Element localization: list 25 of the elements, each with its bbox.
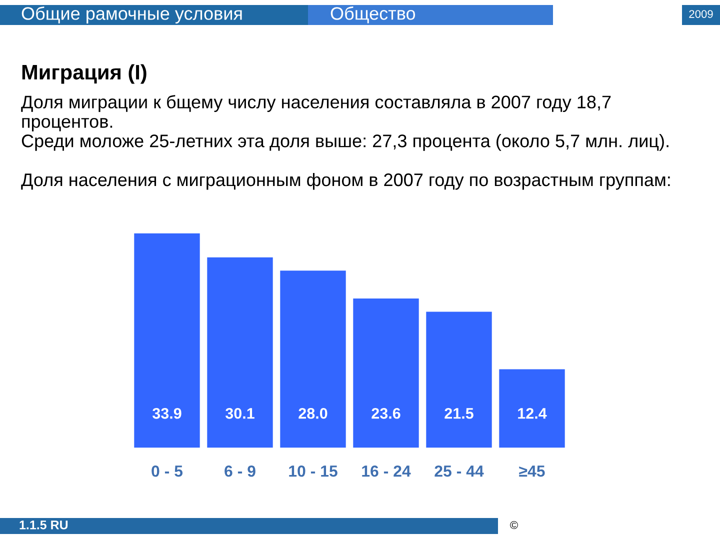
x-tick-label: 6 - 9	[224, 465, 256, 477]
text: 1.1.5 RU	[20, 520, 68, 530]
x-tick-label: ≥45	[519, 466, 545, 477]
data-label: 33.9	[152, 408, 182, 419]
bar	[280, 270, 346, 448]
text: 2009	[689, 10, 713, 18]
bar	[426, 312, 492, 448]
text: Доля миграции к бщему числу населения составляла в 2007 году 18,7 процентов. Среди моложе 25-летних эта доля выше: 27,3 процента (около 5,7 млн. лиц). Доля населения с миграционным фоном в 2007 году по возрастным группам:	[21, 95, 670, 190]
data-label: 12.4	[518, 408, 547, 419]
x-tick-label: 0 - 5	[152, 465, 183, 477]
x-tick-label: 10 - 15	[289, 465, 338, 477]
bar	[499, 369, 565, 448]
data-label: 28.0	[298, 408, 328, 419]
x-tick-label: 25 - 44	[434, 465, 484, 477]
data-label: 21.5	[444, 408, 474, 419]
bar	[134, 233, 200, 448]
text: Общие рамочные условия	[22, 6, 242, 24]
chart-title: Миграция (I)	[22, 64, 146, 84]
bar	[207, 257, 273, 448]
data-label: 23.6	[372, 408, 400, 419]
x-tick-label: 16 - 24	[362, 465, 411, 477]
text: Общество	[330, 6, 416, 24]
bar	[353, 298, 419, 448]
data-label: 30.1	[225, 408, 254, 419]
text: ©	[510, 521, 518, 529]
